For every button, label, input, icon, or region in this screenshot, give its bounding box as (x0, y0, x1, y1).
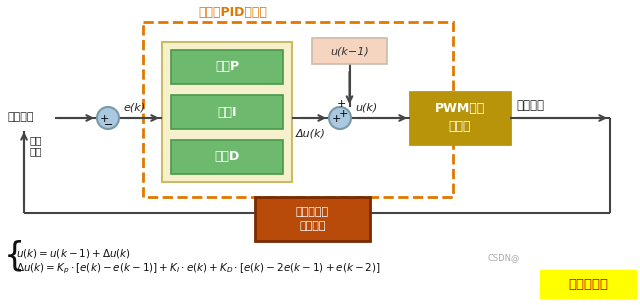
Text: u(k−1): u(k−1) (330, 46, 369, 56)
Text: $\Delta u(k) = K_p \cdot [e(k)-e(k-1)] + K_I \cdot e(k) + K_D \cdot [e(k)-2e(k-1: $\Delta u(k) = K_p \cdot [e(k)-e(k-1)] +… (16, 262, 381, 276)
Text: 比例P: 比例P (215, 60, 239, 74)
Circle shape (329, 107, 351, 129)
Text: +: + (332, 114, 340, 124)
Text: {: { (4, 239, 25, 272)
Bar (312, 38, 387, 64)
Text: −: − (104, 120, 114, 130)
Text: 我爱单片机: 我爱单片机 (568, 278, 608, 290)
Text: $u(k) = u(k-1) + \Delta u(k)$: $u(k) = u(k-1) + \Delta u(k)$ (16, 247, 131, 260)
Circle shape (97, 107, 119, 129)
Text: CSDN@: CSDN@ (487, 253, 520, 263)
Text: +: + (339, 109, 348, 119)
Bar (171, 95, 283, 129)
Text: 积分I: 积分I (217, 106, 237, 119)
Text: +: + (337, 99, 346, 109)
Text: 电机转动: 电机转动 (516, 99, 544, 112)
Text: PWM输出
至电机: PWM输出 至电机 (435, 102, 485, 134)
Text: 编码器测速
（反馈）: 编码器测速 （反馈） (296, 207, 329, 231)
Text: e(k): e(k) (123, 102, 145, 112)
Bar (171, 140, 283, 174)
Text: 设定转速: 设定转速 (8, 112, 35, 122)
Bar (171, 50, 283, 84)
Bar (255, 197, 370, 241)
Bar (162, 42, 292, 182)
Text: 实际
转速: 实际 转速 (30, 135, 42, 156)
Text: Δu(k): Δu(k) (296, 128, 326, 138)
Text: u(k): u(k) (355, 102, 377, 112)
Text: 微分D: 微分D (214, 150, 239, 163)
Text: +: + (99, 114, 109, 124)
Bar (540, 270, 636, 298)
Text: 增量式PID控制器: 增量式PID控制器 (198, 6, 267, 19)
Bar (143, 22, 453, 197)
Bar (410, 92, 510, 144)
